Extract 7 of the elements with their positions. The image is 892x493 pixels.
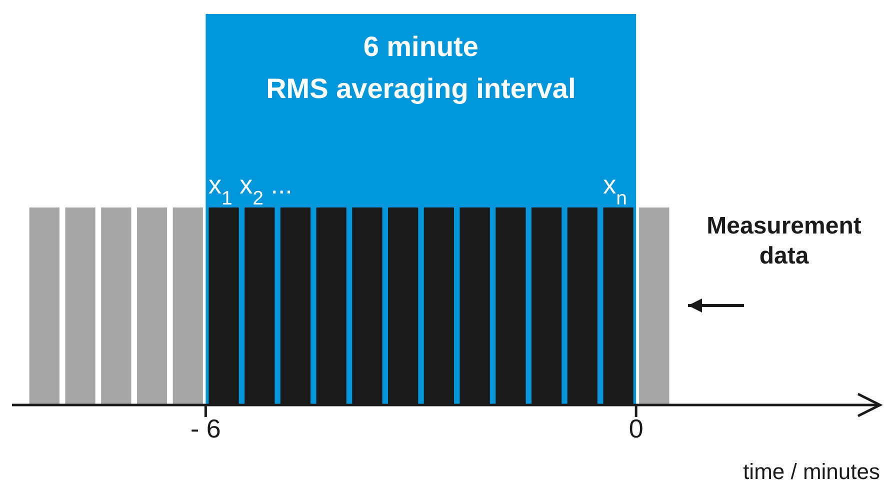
x-tick-label: 0 [628, 413, 644, 444]
annotation: x$_{n}$ [603, 170, 627, 210]
annotation: Measurement data [706, 212, 862, 270]
annotation: x$_{1}$ x$_{2}$ ... [208, 170, 292, 210]
band-label: 6 minute RMS averaging interval [266, 31, 576, 104]
x-axis-title: time / minutes [743, 459, 880, 484]
x-tick-label: - 6 [190, 413, 221, 444]
